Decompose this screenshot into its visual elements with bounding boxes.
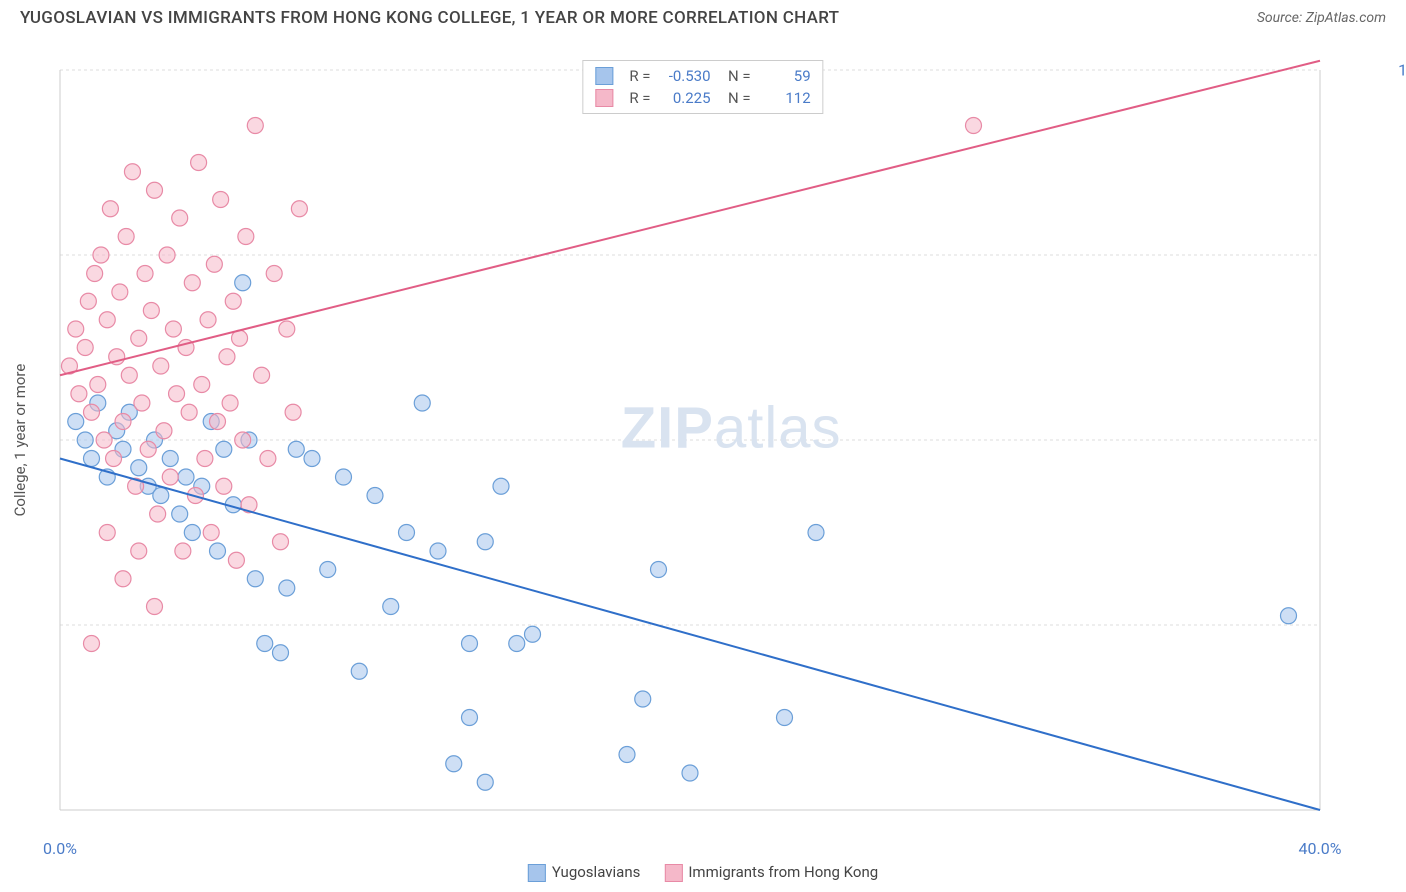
x-tick-label: 40.0% [1299, 839, 1342, 858]
chart-area: College, 1 year or more 40.0%60.0%80.0%1… [50, 50, 1390, 830]
scatter-plot [50, 50, 1390, 830]
series-legend: Yugoslavians Immigrants from Hong Kong [528, 863, 878, 882]
chart-source: Source: ZipAtlas.com [1257, 10, 1386, 26]
y-axis-label: College, 1 year or more [11, 364, 29, 517]
legend-row: R =-0.530 N =59 [595, 65, 810, 87]
correlation-legend: R =-0.530 N =59 R =0.225 N =112 [582, 60, 823, 114]
legend-item: Yugoslavians [528, 863, 641, 882]
legend-item: Immigrants from Hong Kong [664, 863, 878, 882]
y-tick-label: 100.0% [1398, 61, 1406, 80]
chart-title: YUGOSLAVIAN VS IMMIGRANTS FROM HONG KONG… [20, 8, 839, 28]
x-tick-label: 0.0% [43, 839, 77, 858]
legend-row: R =0.225 N =112 [595, 87, 810, 109]
chart-header: YUGOSLAVIAN VS IMMIGRANTS FROM HONG KONG… [0, 0, 1406, 32]
